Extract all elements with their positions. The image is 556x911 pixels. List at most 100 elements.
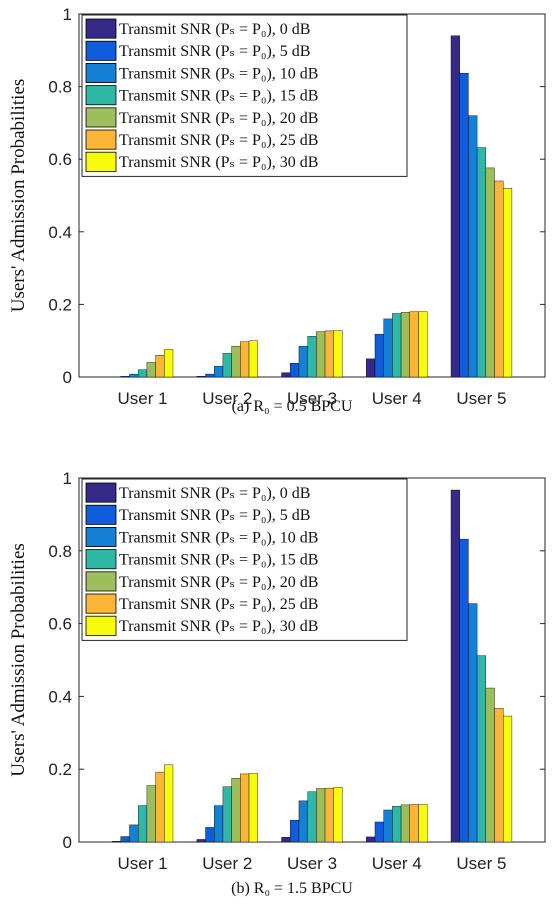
x-tick-label: User 2: [202, 854, 252, 873]
bar: [281, 837, 291, 843]
bar: [459, 538, 469, 843]
legend-swatch: [85, 63, 117, 84]
legend-entry: Transmit SNR (Pₛ = P₀), 25 dB: [119, 596, 318, 613]
y-tick-label: 0.2: [48, 760, 72, 779]
legend-swatch: [85, 549, 117, 570]
legend-swatch: [85, 571, 117, 592]
chart-panel-a: 0 0.2 0.4 0.6 0.8 1 Users' Admission Probabili…: [8, 5, 546, 415]
legend-entry: Transmit SNR (Pₛ = P₀), 0 dB: [119, 21, 310, 38]
bar: [120, 836, 130, 843]
bar: [333, 787, 343, 843]
legend-entry: Transmit SNR (Pₛ = P₀), 20 dB: [119, 110, 318, 127]
x-tick-label: User 4: [372, 854, 422, 873]
bar: [281, 372, 291, 378]
bar: [231, 345, 241, 378]
bar: [240, 341, 250, 378]
bar: [129, 824, 139, 843]
bar: [240, 773, 250, 843]
legend: [81, 14, 408, 177]
legend-swatch: [85, 40, 117, 61]
legend-swatch: [85, 18, 117, 39]
legend-swatch: [85, 615, 117, 636]
legend-entry: Transmit SNR (Pₛ = P₀), 30 dB: [119, 154, 318, 171]
bar: [485, 167, 495, 378]
bar: [476, 655, 487, 843]
bar: [409, 804, 419, 843]
y-tick-label: 0.8: [48, 78, 72, 97]
bar: [450, 35, 460, 378]
y-tick-label: 1: [63, 469, 72, 488]
bar: [324, 330, 334, 378]
bar: [231, 778, 241, 843]
bar: [494, 180, 504, 378]
bar: [222, 353, 232, 378]
legend-swatch: [85, 527, 117, 548]
bar: [450, 489, 460, 843]
figure-caption: (b) R₀ = 1.5 BPCU: [231, 880, 353, 897]
bar: [366, 836, 376, 843]
x-tick-label: User 1: [118, 389, 168, 408]
bar: [400, 804, 410, 843]
bar: [164, 764, 174, 843]
bar: [468, 115, 478, 378]
legend-swatch: [85, 129, 117, 150]
figure-caption: (a) R₀ = 0.5 BPCU: [232, 398, 353, 415]
bar: [164, 349, 174, 378]
x-tick-label: User 5: [456, 389, 506, 408]
legend-entry: Transmit SNR (Pₛ = P₀), 10 dB: [119, 529, 318, 546]
legend-swatch: [85, 593, 117, 614]
y-tick-label: 1: [63, 5, 72, 24]
bar: [298, 345, 308, 378]
bar: [476, 147, 487, 378]
legend-entry: Transmit SNR (Pₛ = P₀), 20 dB: [119, 574, 318, 591]
x-tick-label: User 1: [118, 854, 168, 873]
bar: [196, 839, 206, 843]
bar: [418, 804, 428, 843]
legend-swatch: [85, 85, 117, 106]
bar: [146, 785, 156, 843]
y-tick-label: 0.4: [48, 687, 72, 706]
x-tick-label: User 3: [287, 854, 337, 873]
legend-entry: Transmit SNR (Pₛ = P₀), 15 dB: [119, 88, 318, 105]
bar: [248, 340, 258, 378]
y-tick-label: 0: [63, 833, 72, 852]
bar: [485, 687, 495, 843]
bar: [205, 373, 215, 378]
legend-entry: Transmit SNR (Pₛ = P₀), 5 dB: [119, 507, 310, 524]
bar: [324, 787, 334, 843]
bar: [503, 715, 513, 843]
bar: [129, 373, 139, 378]
legend-entry: Transmit SNR (Pₛ = P₀), 25 dB: [119, 132, 318, 149]
bar: [316, 331, 326, 378]
bar: [494, 708, 504, 843]
bar: [418, 311, 428, 378]
bar: [137, 369, 148, 378]
y-axis-label: Users' Admission Probabilities: [8, 79, 29, 313]
bar: [374, 821, 384, 843]
bar: [120, 376, 130, 378]
bar: [333, 330, 343, 378]
x-tick-label: User 5: [456, 854, 506, 873]
bar: [205, 827, 215, 843]
y-tick-label: 0.6: [48, 150, 72, 169]
bar: [392, 313, 402, 378]
legend-entry: Transmit SNR (Pₛ = P₀), 30 dB: [119, 618, 318, 635]
y-axis-label: Users' Admission Probabilities: [8, 543, 29, 777]
legend: [81, 478, 408, 641]
bar: [111, 841, 121, 843]
bar: [409, 311, 419, 378]
legend-swatch: [85, 504, 117, 525]
bar: [155, 771, 165, 843]
bar: [316, 788, 326, 843]
bar: [137, 805, 148, 843]
bar: [155, 355, 165, 378]
y-tick-label: 0: [63, 368, 72, 387]
y-tick-label: 0.8: [48, 542, 72, 561]
legend-entry: Transmit SNR (Pₛ = P₀), 10 dB: [119, 65, 318, 82]
bar: [146, 362, 156, 378]
bar: [298, 800, 308, 843]
x-tick-label: User 3: [287, 389, 337, 408]
x-tick-label: User 2: [202, 389, 252, 408]
bar: [307, 336, 317, 378]
